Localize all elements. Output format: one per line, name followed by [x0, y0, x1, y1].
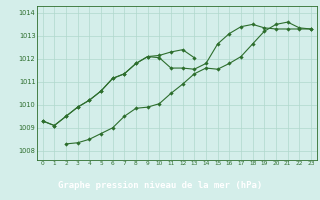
Text: Graphe pression niveau de la mer (hPa): Graphe pression niveau de la mer (hPa) [58, 181, 262, 190]
